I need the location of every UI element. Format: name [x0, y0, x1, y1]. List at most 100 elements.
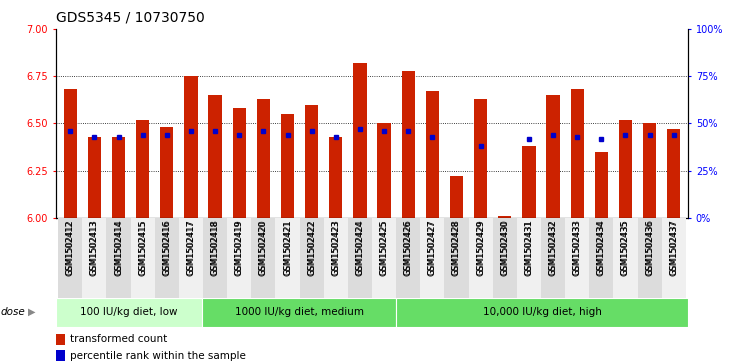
Text: GSM1502414: GSM1502414	[114, 220, 123, 276]
Bar	[257, 99, 270, 218]
Bar	[661, 218, 686, 298]
Text: GSM1502424: GSM1502424	[356, 220, 365, 276]
Text: GSM1502419: GSM1502419	[235, 219, 244, 275]
Bar	[420, 218, 444, 298]
Text: dose: dose	[1, 307, 25, 317]
Text: 10,000 IU/kg diet, high: 10,000 IU/kg diet, high	[483, 307, 602, 317]
Bar	[348, 218, 372, 298]
Text: GSM1502418: GSM1502418	[211, 219, 219, 275]
Bar	[88, 136, 101, 218]
Bar	[227, 218, 251, 298]
Bar	[56, 298, 202, 327]
Text: GSM1502428: GSM1502428	[452, 220, 461, 276]
Bar	[619, 120, 632, 218]
Bar	[546, 95, 559, 218]
Text: GSM1502427: GSM1502427	[428, 220, 437, 276]
Text: GSM1502430: GSM1502430	[500, 219, 509, 275]
Bar	[469, 218, 493, 298]
Bar	[565, 218, 589, 298]
Text: GSM1502426: GSM1502426	[404, 220, 413, 276]
Bar	[426, 91, 439, 218]
Bar	[160, 127, 173, 218]
Text: GSM1502415: GSM1502415	[138, 220, 147, 276]
Text: GSM1502416: GSM1502416	[162, 220, 171, 276]
Text: GSM1502427: GSM1502427	[428, 219, 437, 275]
Bar	[208, 95, 222, 218]
Bar	[324, 218, 348, 298]
Text: GSM1502433: GSM1502433	[573, 219, 582, 276]
Bar	[353, 63, 367, 218]
Text: GSM1502436: GSM1502436	[645, 220, 654, 276]
Bar	[112, 136, 125, 218]
Text: transformed count: transformed count	[70, 334, 167, 344]
Text: GSM1502423: GSM1502423	[331, 220, 340, 276]
Text: GSM1502421: GSM1502421	[283, 219, 292, 275]
Text: GSM1502416: GSM1502416	[162, 219, 171, 275]
Text: GSM1502412: GSM1502412	[65, 220, 75, 276]
Text: 1000 IU/kg diet, medium: 1000 IU/kg diet, medium	[234, 307, 364, 317]
Bar	[203, 218, 227, 298]
Bar	[185, 76, 198, 218]
Text: GSM1502437: GSM1502437	[669, 219, 679, 276]
Bar	[56, 334, 65, 345]
Text: GSM1502422: GSM1502422	[307, 219, 316, 275]
Text: GSM1502436: GSM1502436	[645, 219, 654, 276]
Bar	[300, 218, 324, 298]
Bar	[643, 123, 656, 218]
Bar	[402, 70, 415, 218]
Text: 100 IU/kg diet, low: 100 IU/kg diet, low	[80, 307, 178, 317]
Text: GSM1502437: GSM1502437	[669, 220, 679, 276]
Text: GSM1502431: GSM1502431	[525, 219, 533, 275]
Bar	[594, 152, 608, 218]
Text: GSM1502415: GSM1502415	[138, 219, 147, 275]
Bar	[329, 136, 342, 218]
Text: GSM1502429: GSM1502429	[476, 220, 485, 276]
Text: GSM1502428: GSM1502428	[452, 219, 461, 275]
Bar	[372, 218, 396, 298]
Bar	[522, 146, 536, 218]
Bar	[58, 218, 83, 298]
Text: percentile rank within the sample: percentile rank within the sample	[70, 351, 246, 361]
Bar	[444, 218, 469, 298]
Text: GSM1502419: GSM1502419	[235, 220, 244, 276]
Text: GSM1502422: GSM1502422	[307, 220, 316, 276]
Bar	[613, 218, 638, 298]
Bar	[396, 218, 420, 298]
Bar	[377, 123, 391, 218]
Bar	[281, 114, 294, 218]
Text: GSM1502432: GSM1502432	[548, 219, 557, 275]
Text: GSM1502433: GSM1502433	[573, 220, 582, 276]
Bar	[589, 218, 613, 298]
Text: GSM1502423: GSM1502423	[331, 219, 340, 275]
Bar	[517, 218, 541, 298]
Bar	[179, 218, 203, 298]
Bar	[275, 218, 300, 298]
Text: GSM1502417: GSM1502417	[187, 220, 196, 276]
Bar	[571, 89, 584, 218]
Text: GSM1502414: GSM1502414	[114, 219, 123, 275]
Text: GSM1502430: GSM1502430	[500, 220, 509, 276]
Text: GSM1502431: GSM1502431	[525, 220, 533, 276]
Text: GSM1502421: GSM1502421	[283, 220, 292, 276]
Text: GSM1502413: GSM1502413	[90, 220, 99, 276]
Text: GSM1502425: GSM1502425	[379, 220, 388, 276]
Text: GSM1502425: GSM1502425	[379, 219, 388, 275]
Bar	[202, 298, 397, 327]
Bar	[131, 218, 155, 298]
Bar	[64, 89, 77, 218]
Bar	[397, 298, 688, 327]
Bar	[498, 216, 511, 218]
Bar	[251, 218, 275, 298]
Text: GDS5345 / 10730750: GDS5345 / 10730750	[56, 11, 205, 25]
Text: GSM1502412: GSM1502412	[65, 219, 75, 275]
Text: GSM1502426: GSM1502426	[404, 219, 413, 275]
Bar	[56, 350, 65, 362]
Text: GSM1502424: GSM1502424	[356, 219, 365, 275]
Bar	[305, 105, 318, 218]
Text: GSM1502417: GSM1502417	[187, 219, 196, 275]
Text: GSM1502420: GSM1502420	[259, 219, 268, 275]
Bar	[493, 218, 517, 298]
Text: GSM1502434: GSM1502434	[597, 220, 606, 276]
Text: GSM1502420: GSM1502420	[259, 220, 268, 276]
Bar	[474, 99, 487, 218]
